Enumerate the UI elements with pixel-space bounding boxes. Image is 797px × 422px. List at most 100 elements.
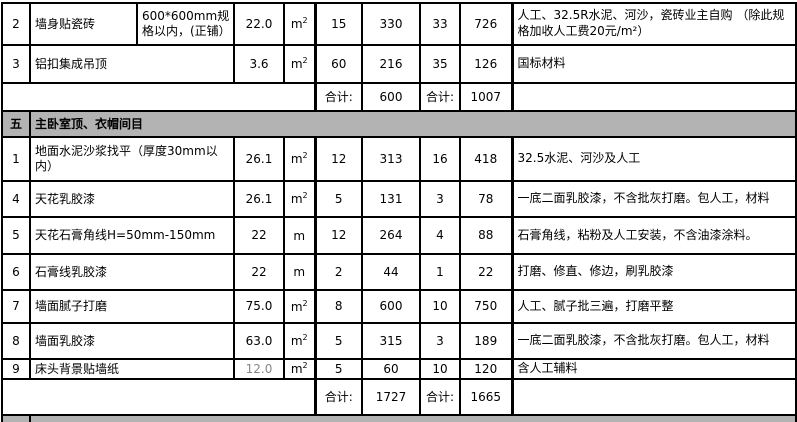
- amount2-cell: 120: [459, 358, 513, 380]
- row-number-cell: 5: [1, 216, 31, 255]
- table-row: 5 天花石膏角线H=50mm-150mm 22 m 12 264 4 88 石膏…: [1, 216, 797, 255]
- subtotal-amount1-cell: 1727: [361, 378, 421, 416]
- unit-superscript: 2: [302, 333, 308, 342]
- table-row: 1 地面水泥沙浆找平（厚度30mm以内） 26.1 m2 12 313 16 4…: [1, 136, 797, 182]
- subtotal-label-cell: 合计:: [313, 378, 363, 416]
- empty-remark-cell: [510, 378, 797, 416]
- qty-cell: 22: [233, 216, 285, 255]
- subtotal-label2-cell: 合计:: [419, 378, 461, 416]
- table-row: 8 墙面乳胶漆 63.0 m2 5 315 3 189 一底二面乳胶漆，不含批灰…: [1, 322, 797, 360]
- qty-cell: 75.0: [233, 289, 285, 324]
- unit-cell: m2: [283, 2, 316, 46]
- table-row: 7 墙面腻子打磨 75.0 m2 8 600 10 750 人工、腻子批三遍，打…: [1, 289, 797, 324]
- qty-cell: 26.1: [233, 136, 285, 182]
- subtotal-amount2-cell: 1665: [459, 378, 513, 416]
- amount1-cell: 216: [361, 44, 421, 84]
- price1-cell: 5: [313, 322, 363, 360]
- subtotal-row: 合计: 600 合计: 1007: [1, 82, 797, 112]
- partial-section-number-cell: [1, 414, 31, 422]
- amount1-cell: 60: [361, 358, 421, 380]
- amount2-cell: 126: [459, 44, 513, 84]
- subtotal-label2-cell: 合计:: [419, 82, 461, 112]
- unit-cell: m2: [283, 358, 316, 380]
- row-number-cell: 7: [1, 289, 31, 324]
- row-number-cell: 8: [1, 322, 31, 360]
- unit-superscript: 2: [302, 16, 308, 25]
- qty-cell: 3.6: [233, 44, 285, 84]
- price2-cell: 16: [419, 136, 461, 182]
- qty-cell: 22.0: [233, 2, 285, 46]
- qty-cell: 12.0: [233, 358, 285, 380]
- table-row: 4 天花乳胶漆 26.1 m2 5 131 3 78 一底二面乳胶漆，不含批灰打…: [1, 180, 797, 218]
- amount1-cell: 313: [361, 136, 421, 182]
- price1-cell: 12: [313, 136, 363, 182]
- section-title-cell: 主卧室顶、衣帽间目: [29, 110, 797, 138]
- price2-cell: 3: [419, 180, 461, 218]
- amount1-cell: 315: [361, 322, 421, 360]
- unit-cell: m: [283, 253, 316, 291]
- amount2-cell: 22: [459, 253, 513, 291]
- unit-cell: m2: [283, 44, 316, 84]
- unit-base: m: [290, 334, 303, 348]
- unit-base: m: [290, 362, 303, 376]
- item-name-cell: 墙面腻子打磨: [29, 289, 235, 324]
- qty-cell: 22: [233, 253, 285, 291]
- price1-cell: 15: [313, 2, 363, 46]
- unit-base: m: [293, 228, 306, 243]
- unit-base: m: [290, 57, 303, 71]
- unit-base: m: [290, 299, 303, 314]
- remark-cell: 32.5水泥、河沙及人工: [510, 136, 797, 182]
- remark-cell: 一底二面乳胶漆，不含批灰打磨。包人工，材料: [510, 180, 797, 218]
- price1-cell: 60: [313, 44, 363, 84]
- unit-cell: m: [283, 216, 316, 255]
- partial-section-title-cell: [29, 414, 797, 422]
- item-name-cell: 床头背景贴墙纸: [29, 358, 235, 380]
- empty-cell: [1, 378, 316, 416]
- table-row: 3 铝扣集成吊顶 3.6 m2 60 216 35 126 国标材料: [1, 44, 797, 84]
- price2-cell: 4: [419, 216, 461, 255]
- unit-base: m: [293, 265, 306, 279]
- price2-cell: 10: [419, 358, 461, 380]
- amount2-cell: 88: [459, 216, 513, 255]
- remark-cell: 含人工辅料: [510, 358, 797, 380]
- remark-cell: 人工、腻子批三遍，打磨平整: [510, 289, 797, 324]
- row-number-cell: 4: [1, 180, 31, 218]
- table-row: 2 墙身贴瓷砖 600*600mm规格以内，(正铺） 22.0 m2 15 33…: [1, 2, 797, 46]
- qty-cell: 63.0: [233, 322, 285, 360]
- unit-cell: m2: [283, 322, 316, 360]
- unit-cell: m2: [283, 136, 316, 182]
- row-number-cell: 3: [1, 44, 31, 84]
- amount1-cell: 600: [361, 289, 421, 324]
- item-name-cell: 天花乳胶漆: [29, 180, 235, 218]
- amount2-cell: 750: [459, 289, 513, 324]
- remark-cell: 石膏角线，粘粉及人工安装，不含油漆涂料。: [510, 216, 797, 255]
- item-name-cell: 墙身贴瓷砖: [29, 2, 138, 46]
- price1-cell: 2: [313, 253, 363, 291]
- amount2-cell: 726: [459, 2, 513, 46]
- unit-superscript: 2: [302, 151, 308, 160]
- unit-base: m: [290, 17, 303, 31]
- remark-cell: 国标材料: [510, 44, 797, 84]
- item-name-cell: 铝扣集成吊顶: [29, 44, 235, 84]
- price2-cell: 33: [419, 2, 461, 46]
- amount1-cell: 44: [361, 253, 421, 291]
- subtotal-label-cell: 合计:: [313, 82, 363, 112]
- unit-cell: m2: [283, 180, 316, 218]
- empty-remark-cell: [510, 82, 797, 112]
- amount1-cell: 264: [361, 216, 421, 255]
- row-number-cell: 2: [1, 2, 31, 46]
- unit-superscript: 2: [302, 361, 308, 370]
- spec-cell: 600*600mm规格以内，(正铺）: [136, 2, 235, 46]
- item-name-cell: 天花石膏角线H=50mm-150mm: [29, 216, 235, 255]
- subtotal-amount1-cell: 600: [361, 82, 421, 112]
- amount2-cell: 78: [459, 180, 513, 218]
- unit-base: m: [290, 192, 303, 206]
- unit-superscript: 2: [302, 191, 308, 200]
- amount2-cell: 418: [459, 136, 513, 182]
- row-number-cell: 6: [1, 253, 31, 291]
- row-number-cell: 9: [1, 358, 31, 380]
- price1-cell: 12: [313, 216, 363, 255]
- amount1-cell: 131: [361, 180, 421, 218]
- price2-cell: 10: [419, 289, 461, 324]
